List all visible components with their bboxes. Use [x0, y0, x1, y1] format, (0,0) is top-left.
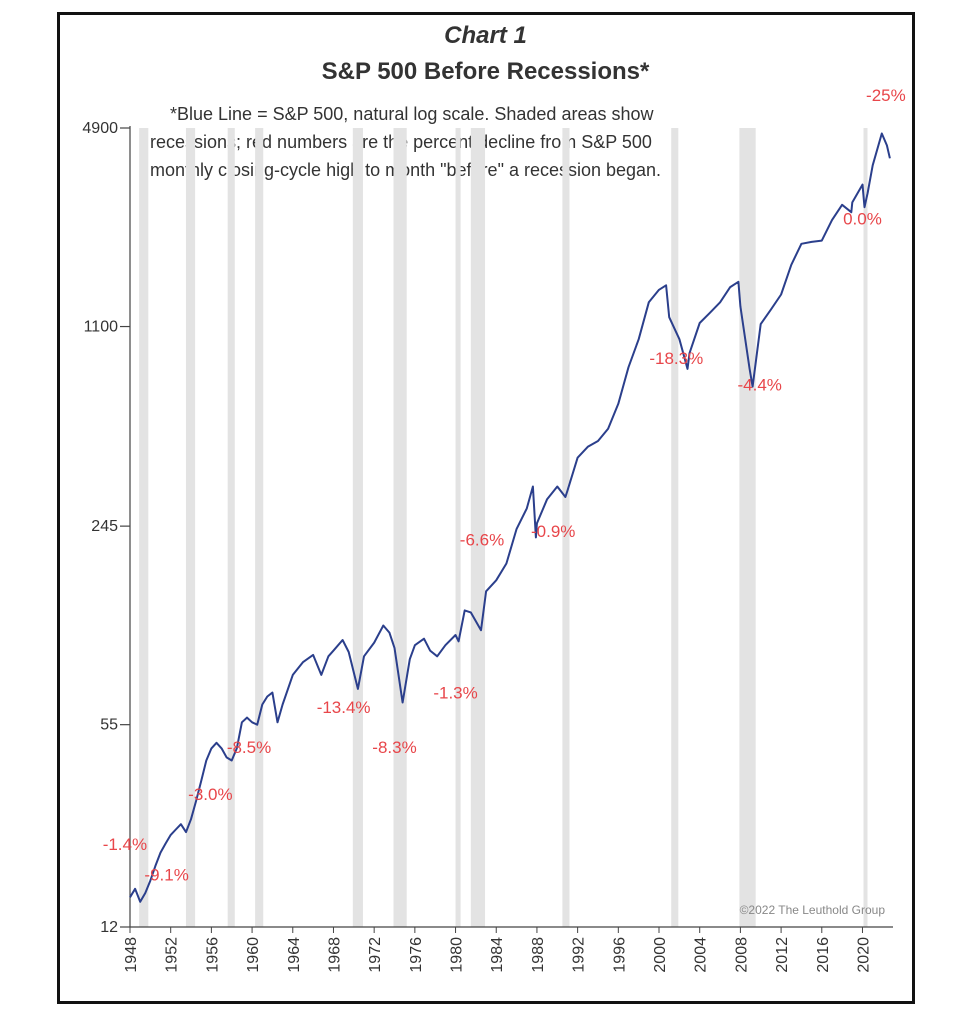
recession-band-3 — [255, 128, 264, 927]
recession-decline-label: -18.3% — [649, 349, 703, 368]
x-tick-label: 1980 — [449, 937, 466, 973]
y-tick-label: 245 — [91, 518, 118, 535]
axes — [129, 126, 893, 928]
x-tick-label: 1972 — [367, 937, 384, 973]
recession-decline-label: -4.4% — [738, 375, 782, 394]
recession-decline-label: -8.5% — [227, 738, 271, 757]
recession-decline-label: -1.4% — [103, 835, 147, 854]
recession-decline-label: 0.0% — [843, 210, 882, 229]
x-tick-label: 2016 — [815, 937, 832, 973]
copyright-text: ©2022 The Leuthold Group — [740, 903, 886, 917]
note-line-1: *Blue Line = S&P 500, natural log scale.… — [170, 104, 654, 124]
y-tick-label: 55 — [100, 717, 118, 734]
recession-band-0 — [139, 128, 149, 927]
sp500-series-line — [129, 132, 891, 903]
x-tick-label: 1964 — [286, 937, 303, 973]
recession-band-5 — [393, 128, 407, 927]
recession-decline-label: -6.6% — [460, 530, 504, 549]
x-tick-label: 2004 — [693, 937, 710, 973]
recession-decline-label: -25% — [866, 86, 906, 105]
recession-decline-label: -9.1% — [144, 866, 188, 885]
x-tick-label: 1976 — [408, 937, 425, 973]
recession-band-4 — [352, 128, 363, 927]
x-tick-label: 1952 — [164, 937, 181, 973]
x-tick-label: 2008 — [733, 937, 750, 973]
x-tick-label: 2020 — [855, 937, 872, 973]
x-tick-label: 1960 — [245, 937, 262, 973]
x-tick-label: 1956 — [204, 937, 221, 973]
x-tick-label: 2012 — [774, 937, 791, 973]
recession-decline-label: -1.3% — [433, 683, 477, 702]
recession-band-11 — [863, 128, 868, 927]
recession-band-2 — [227, 128, 235, 927]
x-tick-label: 1988 — [530, 937, 547, 973]
recession-decline-label: -0.9% — [531, 522, 575, 541]
recession-decline-label: -13.4% — [317, 698, 371, 717]
y-tick-label: 12 — [100, 919, 118, 936]
recession-decline-label: -8.3% — [372, 738, 416, 757]
x-tick-label: 2000 — [652, 937, 669, 973]
recession-band-6 — [455, 128, 461, 927]
recession-band-8 — [562, 128, 570, 927]
y-axis-ticks: 4900 1100 245 55 12 — [82, 120, 130, 936]
x-tick-label: 1984 — [489, 937, 506, 973]
x-axis-ticks: 1948 1952 1956 1960 1964 1968 1972 1976 1980 1984… — [123, 927, 872, 973]
x-tick-label: 1968 — [326, 937, 343, 973]
recession-band-9 — [671, 128, 679, 927]
y-tick-label: 1100 — [84, 319, 119, 336]
recession-band-7 — [470, 128, 486, 927]
recession-band-10 — [739, 128, 756, 927]
annotations: -25% 0.0% -4.4% -18.3% -0.9% -6.6% -1.3% -13.4%… — [103, 86, 906, 885]
chart-title: Chart 1 — [444, 22, 527, 49]
y-tick-label: 4900 — [82, 120, 118, 137]
x-tick-label: 1996 — [611, 937, 628, 973]
recession-band-1 — [185, 128, 196, 927]
series-group — [129, 132, 891, 903]
recession-decline-label: -3.0% — [188, 785, 232, 804]
x-tick-label: 1948 — [123, 937, 140, 973]
chart-frame — [57, 12, 915, 1004]
recession-bands — [139, 128, 868, 927]
chart-subtitle: S&P 500 Before Recessions* — [321, 58, 650, 85]
x-tick-label: 1992 — [571, 937, 588, 973]
